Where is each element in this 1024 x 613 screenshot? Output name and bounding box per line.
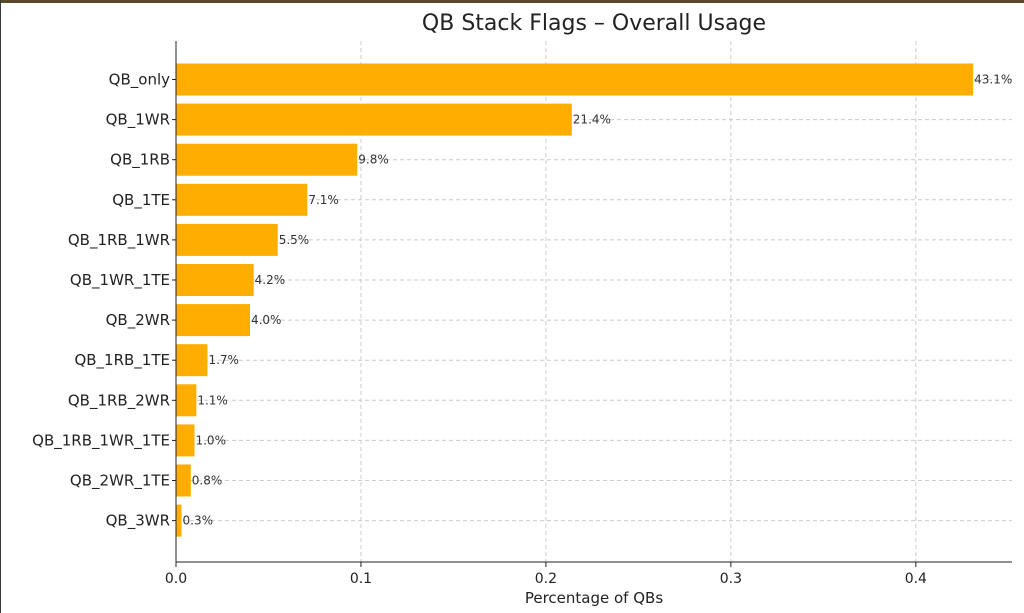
category-label: QB_only (109, 71, 170, 90)
category-label: QB_1RB_1TE (74, 351, 170, 370)
category-label: QB_1TE (112, 191, 170, 210)
data-label: 1.1% (197, 393, 228, 407)
window-left-border (0, 0, 1, 613)
bar-QB_2WR_1TE (176, 464, 191, 497)
data-label: 21.4% (573, 113, 611, 127)
bar-QB_1WR (176, 103, 572, 136)
category-label: QB_1RB_1WR (68, 231, 170, 250)
x-axis-ticks: 0.0 0.1 0.2 0.3 0.4 (165, 562, 927, 587)
bar-QB_1WR_1TE (176, 264, 254, 296)
data-label: 4.0% (251, 313, 282, 327)
data-label: 5.5% (279, 233, 310, 247)
data-label: 43.1% (974, 73, 1012, 87)
bars (176, 63, 974, 537)
data-labels: 43.1% 21.4% 9.8% 7.1% 5.5% 4.2% 4.0% 1.7% 1.1% 1.… (183, 73, 1013, 528)
data-label: 9.8% (358, 153, 389, 167)
bar-QB_2WR (176, 304, 250, 337)
category-label: QB_3WR (106, 512, 170, 531)
data-label: 7.1% (308, 193, 339, 207)
data-label: 4.2% (255, 273, 285, 287)
x-tick-label: 0.2 (535, 571, 557, 587)
bar-QB_1RB (176, 143, 358, 176)
category-label: QB_2WR_1TE (70, 472, 170, 491)
category-label: QB_1RB_2WR (68, 391, 170, 410)
bar-QB_only (176, 63, 974, 96)
x-tick-label: 0.0 (165, 571, 187, 587)
category-label: QB_1RB_1WR_1TE (32, 431, 170, 450)
bar-QB_1RB_1WR_1TE (176, 424, 195, 457)
window-top-border (0, 0, 1024, 3)
category-label: QB_2WR (106, 311, 170, 330)
category-label: QB_1WR_1TE (70, 271, 170, 290)
chart-title: QB Stack Flags – Overall Usage (422, 11, 766, 36)
data-label: 1.0% (195, 433, 226, 447)
data-label: 0.3% (183, 514, 214, 528)
data-label: 0.8% (192, 474, 223, 488)
x-tick-label: 0.1 (350, 571, 372, 587)
x-tick-label: 0.4 (905, 571, 927, 587)
bar-QB_1RB_2WR (176, 384, 197, 417)
x-axis-label: Percentage of QBs (525, 589, 663, 607)
category-labels: QB_only QB_1WR QB_1RB QB_1TE QB_1RB_1WR QB_1W… (32, 71, 176, 531)
grid-lines (176, 41, 1012, 562)
data-label: 1.7% (208, 353, 239, 367)
bar-QB_3WR (176, 504, 182, 537)
bar-QB_1RB_1WR (176, 223, 278, 256)
category-label: QB_1WR (106, 111, 170, 130)
category-label: QB_1RB (110, 151, 170, 170)
bar-QB_1RB_1TE (176, 344, 208, 377)
x-tick-label: 0.3 (720, 571, 742, 587)
bar-QB_1TE (176, 183, 308, 216)
